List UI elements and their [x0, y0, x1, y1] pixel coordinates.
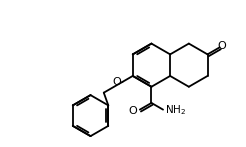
- Text: O: O: [218, 41, 227, 51]
- Text: NH$_2$: NH$_2$: [165, 103, 186, 117]
- Text: O: O: [113, 77, 122, 87]
- Text: O: O: [128, 106, 137, 116]
